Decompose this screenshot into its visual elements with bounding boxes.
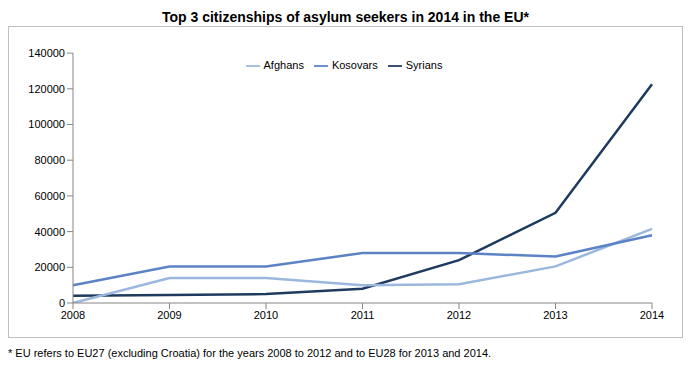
svg-text:100000: 100000	[28, 118, 65, 130]
svg-text:60000: 60000	[34, 190, 65, 202]
svg-text:2012: 2012	[447, 309, 471, 321]
svg-text:140000: 140000	[28, 47, 65, 59]
svg-text:20000: 20000	[34, 261, 65, 273]
svg-text:80000: 80000	[34, 154, 65, 166]
svg-text:2010: 2010	[254, 309, 278, 321]
html-text:* EU refers to EU27 (excluding: * EU refers to EU27 (excluding Croatia) …	[8, 347, 492, 359]
svg-text:0: 0	[59, 297, 65, 309]
html-text:Kosovars: Kosovars	[331, 59, 378, 71]
html-text:Top 3 citizenships of asylum s: Top 3 citizenships of asylum seekers in …	[162, 9, 529, 25]
svg-text:2013: 2013	[543, 309, 567, 321]
svg-text:2011: 2011	[351, 309, 375, 321]
svg-text:2014: 2014	[640, 309, 664, 321]
svg-text:2008: 2008	[61, 309, 85, 321]
html-text:Syrians: Syrians	[405, 59, 443, 71]
svg-text:40000: 40000	[34, 226, 65, 238]
svg-text:120000: 120000	[28, 83, 65, 95]
html-text:Afghans: Afghans	[263, 59, 304, 71]
svg-text:2009: 2009	[157, 309, 181, 321]
